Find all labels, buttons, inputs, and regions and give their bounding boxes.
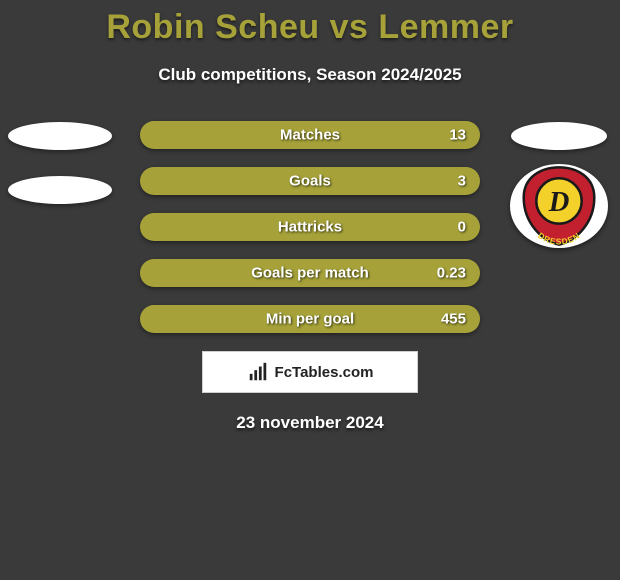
crest-letter: D <box>548 187 570 218</box>
page-title: Robin Scheu vs Lemmer <box>0 0 620 47</box>
dynamo-dresden-crest-icon: D DRESDEN <box>517 164 601 248</box>
stat-label: Matches <box>280 127 340 144</box>
avatar-placeholder <box>8 176 112 204</box>
stat-value: 0.23 <box>437 265 466 282</box>
footer-brand-text: FcTables.com <box>275 364 374 381</box>
stat-row-min-per-goal: Min per goal 455 <box>140 305 480 333</box>
right-avatar-and-crest: D DRESDEN <box>510 122 608 248</box>
footer-brand-box: FcTables.com <box>202 351 418 393</box>
stat-label: Goals <box>289 173 331 190</box>
stat-label: Goals per match <box>251 265 369 282</box>
stat-value: 13 <box>449 127 466 144</box>
avatar-placeholder <box>511 122 607 150</box>
stat-value: 3 <box>458 173 466 190</box>
stats-bars: Matches 13 Goals 3 Hattricks 0 Goals per… <box>140 121 480 333</box>
left-avatar-placeholders <box>8 122 112 230</box>
stat-row-hattricks: Hattricks 0 <box>140 213 480 241</box>
stat-row-matches: Matches 13 <box>140 121 480 149</box>
club-crest-dresden: D DRESDEN <box>510 164 608 248</box>
stat-value: 0 <box>458 219 466 236</box>
dateline: 23 november 2024 <box>0 413 620 433</box>
page-subtitle: Club competitions, Season 2024/2025 <box>0 65 620 85</box>
stat-label: Min per goal <box>266 311 354 328</box>
stat-value: 455 <box>441 311 466 328</box>
avatar-placeholder <box>8 122 112 150</box>
stat-label: Hattricks <box>278 219 342 236</box>
stat-row-goals: Goals 3 <box>140 167 480 195</box>
bar-chart-icon <box>247 361 269 383</box>
stat-row-goals-per-match: Goals per match 0.23 <box>140 259 480 287</box>
